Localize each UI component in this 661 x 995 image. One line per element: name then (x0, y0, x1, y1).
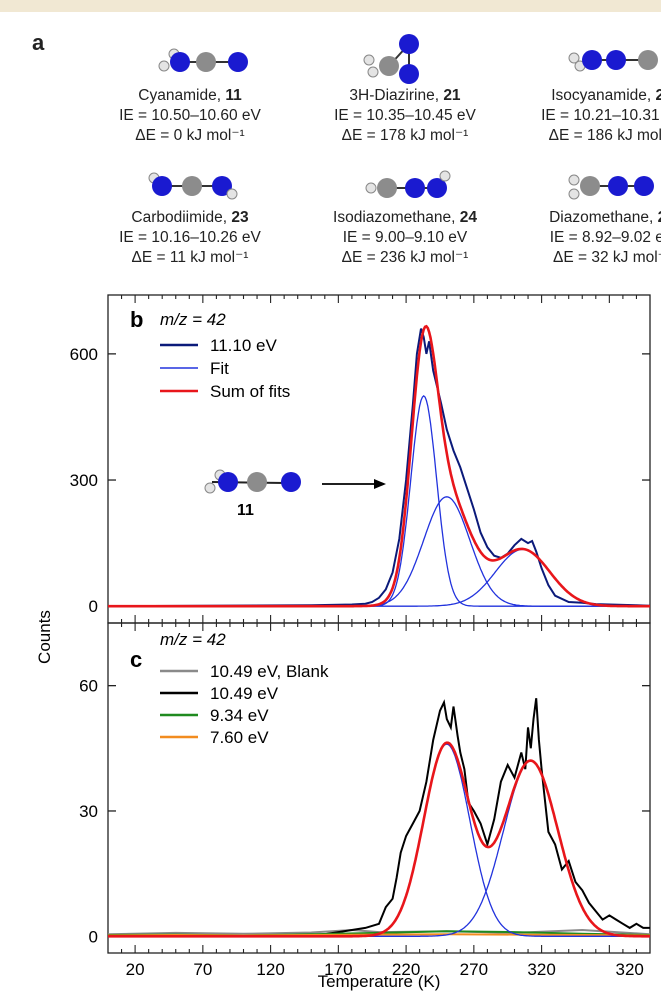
legend-label: Sum of fits (210, 382, 290, 401)
panel-c-frame (107, 622, 651, 954)
molecule-name: Cyanamide, 11 (138, 87, 242, 104)
y-axis-label: Counts (35, 610, 54, 664)
x-axis-label: Temperature (K) (318, 972, 441, 991)
panel-b-letter: b (130, 307, 143, 332)
top-border-bar (0, 0, 661, 12)
sum-of-fits-line (108, 741, 650, 938)
molecule-name: Isocyanamide, 22 (551, 87, 661, 104)
panel-c-letter: c (130, 647, 142, 672)
molecule-name: Diazomethane, 25 (549, 209, 661, 226)
molecule-ie: IE = 10.16–10.26 eV (119, 229, 261, 246)
legend-label: 11.10 eV (210, 336, 277, 355)
fit-peak-line (108, 395, 650, 607)
y-tick-label: 30 (79, 802, 98, 821)
molecule-ie: IE = 8.92–9.02 eV (549, 229, 661, 246)
molecule-card: 3H-Diazirine, 21 IE = 10.35–10.45 eV ΔE = … (295, 28, 515, 146)
molecule-name: Isodiazomethane, 24 (333, 209, 477, 226)
isocyanamide-molecule-icon (568, 50, 658, 72)
cyanamide-molecule-icon (158, 48, 248, 72)
panel-a-letter: a (32, 30, 45, 55)
molecule-name: Carbodiimide, 23 (131, 209, 249, 226)
inset-arrowhead (374, 479, 386, 489)
diazirine-molecule-icon (363, 34, 419, 84)
molecule-card: Cyanamide, 11 IE = 10.50–10.60 eV ΔE = 0 k… (80, 28, 300, 146)
y-tick-label: 0 (89, 597, 98, 616)
molecule-card: Isocyanamide, 22 IE = 10.21–10.31 eV ΔE = … (502, 28, 661, 146)
inset-label: 11 (237, 502, 254, 519)
molecule-card: Isodiazomethane, 24 IE = 9.00–9.10 eV ΔE =… (295, 150, 515, 268)
molecule-ie: IE = 10.21–10.31 eV (541, 107, 661, 124)
fit-peak-line (108, 760, 650, 937)
molecule-de: ΔE = 178 kJ mol⁻¹ (341, 127, 469, 144)
molecule-de: ΔE = 236 kJ mol⁻¹ (341, 249, 469, 266)
molecule-de: ΔE = 186 kJ mol⁻¹ (548, 127, 661, 144)
y-tick-label: 300 (70, 471, 98, 490)
series-line-11-10-ev (108, 328, 650, 608)
isodiazomethane-molecule-icon (365, 170, 451, 198)
carbodiimide-molecule-icon (148, 172, 238, 200)
panel-b-annotation: m/z = 42 (160, 310, 226, 329)
diazomethane-molecule-icon (568, 174, 654, 200)
legend-label: 7.60 eV (210, 728, 269, 747)
molecule-de: ΔE = 32 kJ mol⁻¹ (552, 249, 661, 266)
x-tick-label: 320 (615, 960, 643, 979)
x-tick-label: 20 (126, 960, 145, 979)
x-tick-label: 220 (392, 960, 420, 979)
x-tick-label: 120 (256, 960, 284, 979)
molecule-ie: IE = 10.50–10.60 eV (119, 107, 261, 124)
x-tick-label: 70 (193, 960, 212, 979)
y-tick-label: 60 (79, 677, 98, 696)
series-line-10-49-ev (108, 698, 650, 938)
molecule-de: ΔE = 0 kJ mol⁻¹ (135, 127, 245, 144)
molecule-name: 3H-Diazirine, 21 (349, 87, 461, 104)
legend-label: 10.49 eV (210, 684, 279, 703)
legend-label: Fit (210, 359, 229, 378)
x-tick-label: 270 (460, 960, 488, 979)
y-tick-label: 600 (70, 345, 98, 364)
sum-of-fits-line (108, 324, 650, 608)
molecule-de: ΔE = 11 kJ mol⁻¹ (131, 249, 249, 266)
molecule-ie: IE = 9.00–9.10 eV (342, 229, 468, 246)
panel-c-annotation: m/z = 42 (160, 630, 226, 649)
molecule-card: Carbodiimide, 23 IE = 10.16–10.26 eV ΔE = … (80, 150, 300, 268)
x-tick-label: 320 (527, 960, 555, 979)
molecule-card: Diazomethane, 25 IE = 8.92–9.02 eV ΔE = 32… (502, 150, 661, 268)
tpd-chart: 0 300 600 0 30 60 20 70 120 170 220 270 320 320 11.1… (35, 294, 651, 991)
cyanamide-inset-icon (204, 469, 301, 494)
legend-label: 10.49 eV, Blank (210, 662, 329, 681)
legend-label: 9.34 eV (210, 706, 269, 725)
fit-peak-line (108, 496, 650, 607)
fit-peak-line (108, 743, 650, 937)
molecule-ie: IE = 10.35–10.45 eV (334, 107, 476, 124)
y-tick-label: 0 (89, 927, 98, 946)
x-tick-label: 170 (324, 960, 352, 979)
